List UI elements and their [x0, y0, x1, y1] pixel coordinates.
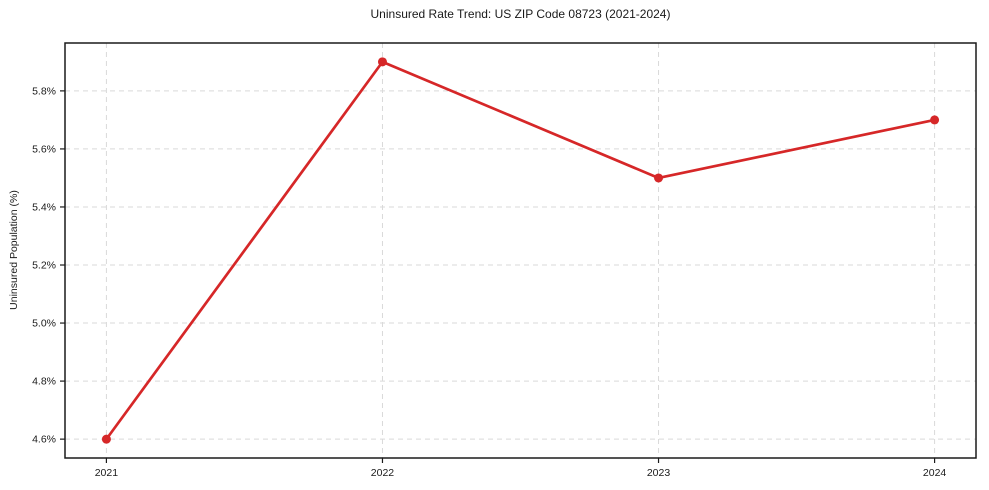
x-tick-label: 2021: [95, 467, 119, 479]
data-point: [377, 57, 387, 67]
y-tick-label: 4.8%: [32, 376, 56, 388]
y-tick-label: 5.4%: [32, 201, 56, 213]
plot-border: [64, 42, 977, 459]
x-tick-label: 2024: [923, 467, 947, 479]
y-tick-label: 5.6%: [32, 143, 56, 155]
y-tick-label: 4.6%: [32, 434, 56, 446]
data-line: [105, 60, 936, 441]
data-point: [654, 173, 664, 183]
y-tick-label: 5.0%: [32, 318, 56, 330]
chart-title: Uninsured Rate Trend: US ZIP Code 08723 …: [370, 7, 671, 21]
x-tick-label: 2022: [371, 467, 395, 479]
data-point: [930, 115, 940, 125]
y-tick-label: 5.2%: [32, 260, 56, 272]
y-tick-label: 5.8%: [32, 85, 56, 97]
x-tick-label: 2023: [647, 467, 671, 479]
data-point: [101, 434, 111, 444]
